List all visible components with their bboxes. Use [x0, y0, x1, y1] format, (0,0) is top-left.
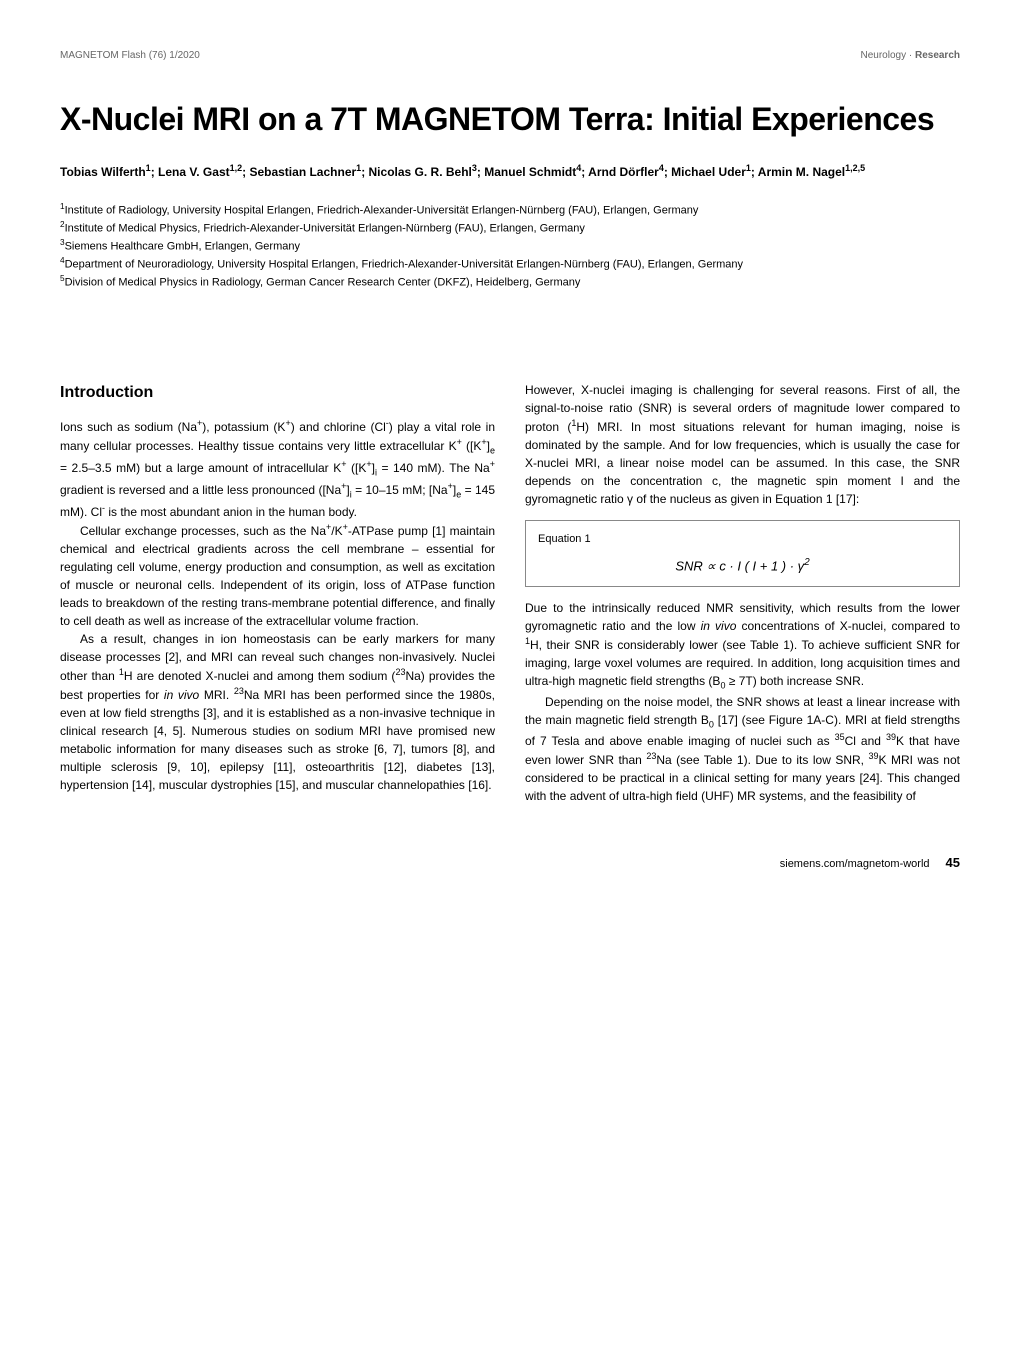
affiliation: 2Institute of Medical Physics, Friedrich… — [60, 219, 960, 237]
equation-box: Equation 1 SNR ∝ c · I ( I + 1 ) · γ2 — [525, 520, 960, 586]
header-right-bold: Research — [915, 50, 960, 61]
affiliation: 5Division of Medical Physics in Radiolog… — [60, 273, 960, 291]
affiliations-list: 1Institute of Radiology, University Hosp… — [60, 201, 960, 292]
page-number: 45 — [946, 855, 960, 870]
paragraph: Due to the intrinsically reduced NMR sen… — [525, 599, 960, 693]
affiliation: 1Institute of Radiology, University Hosp… — [60, 201, 960, 219]
paragraph: Cellular exchange processes, such as the… — [60, 521, 495, 630]
page-footer: siemens.com/magnetom-world 45 — [60, 855, 960, 870]
affiliation: 3Siemens Healthcare GmbH, Erlangen, Germ… — [60, 237, 960, 255]
paragraph: Ions such as sodium (Na+), potassium (K+… — [60, 417, 495, 521]
article-title: X-Nuclei MRI on a 7T MAGNETOM Terra: Ini… — [60, 101, 960, 138]
equation-label: Equation 1 — [538, 531, 947, 548]
right-column: However, X-nuclei imaging is challenging… — [525, 381, 960, 805]
left-column: Introduction Ions such as sodium (Na+), … — [60, 381, 495, 805]
header-right: Neurology · Research — [861, 50, 961, 61]
running-header: MAGNETOM Flash (76) 1/2020 Neurology · R… — [60, 50, 960, 61]
paragraph: However, X-nuclei imaging is challenging… — [525, 381, 960, 508]
authors-list: Tobias Wilferth1; Lena V. Gast1,2; Sebas… — [60, 162, 960, 181]
two-column-body: Introduction Ions such as sodium (Na+), … — [60, 381, 960, 805]
equation-formula: SNR ∝ c · I ( I + 1 ) · γ2 — [538, 556, 947, 576]
paragraph: Depending on the noise model, the SNR sh… — [525, 693, 960, 806]
paragraph: As a result, changes in ion homeostasis … — [60, 630, 495, 794]
header-left: MAGNETOM Flash (76) 1/2020 — [60, 50, 200, 61]
affiliation: 4Department of Neuroradiology, Universit… — [60, 255, 960, 273]
footer-url: siemens.com/magnetom-world — [780, 858, 930, 870]
section-heading-introduction: Introduction — [60, 381, 495, 405]
